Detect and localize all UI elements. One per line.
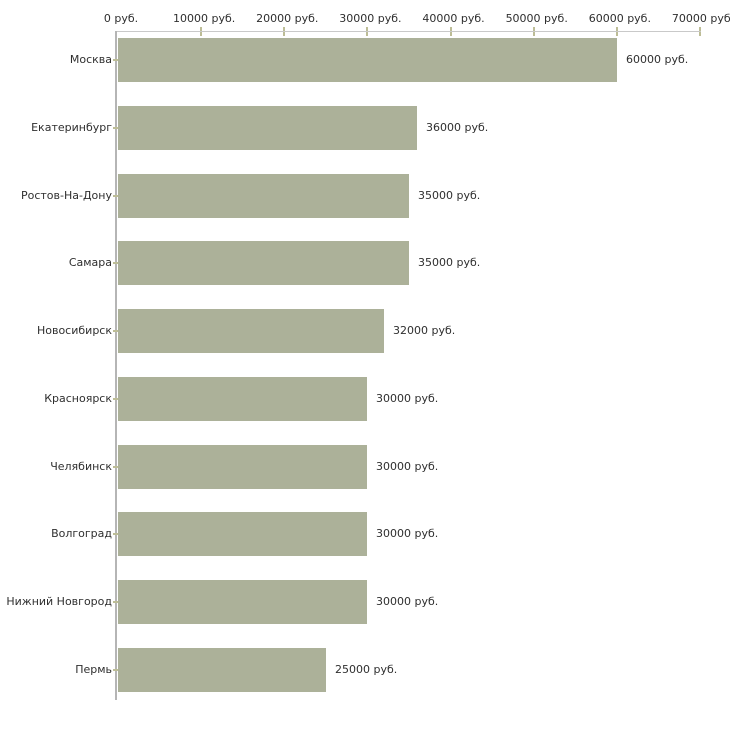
category-tick <box>113 59 118 61</box>
category-label: Москва <box>69 53 112 66</box>
bar <box>118 377 367 421</box>
category-label: Пермь <box>75 663 112 676</box>
category-tick <box>113 669 118 671</box>
value-label: 35000 руб. <box>418 189 481 202</box>
value-label: 25000 руб. <box>335 663 398 676</box>
y-axis-line <box>115 31 117 700</box>
bar <box>118 309 384 353</box>
category-tick <box>113 127 118 129</box>
category-tick <box>113 195 118 197</box>
x-axis-tick-label: 30000 руб. <box>339 12 402 25</box>
category-label: Нижний Новгород <box>6 595 112 608</box>
category-tick <box>113 601 118 603</box>
bar <box>118 648 326 692</box>
x-axis-tick-label: 10000 руб. <box>173 12 236 25</box>
category-label: Самара <box>68 256 112 269</box>
value-label: 30000 руб. <box>376 392 439 405</box>
category-tick <box>113 262 118 264</box>
category-label: Челябинск <box>50 460 112 473</box>
value-label: 32000 руб. <box>393 324 456 337</box>
category-tick <box>113 533 118 535</box>
category-label: Екатеринбург <box>31 121 112 134</box>
x-axis-tick-label: 50000 руб. <box>505 12 568 25</box>
bar <box>118 174 409 218</box>
x-axis-tick-label: 70000 руб. <box>671 12 730 25</box>
value-label: 30000 руб. <box>376 460 439 473</box>
value-label: 30000 руб. <box>376 527 439 540</box>
category-label: Ростов-На-Дону <box>20 189 112 202</box>
category-tick <box>113 330 118 332</box>
x-axis-tick-label: 60000 руб. <box>588 12 651 25</box>
value-label: 35000 руб. <box>418 256 481 269</box>
category-label: Красноярск <box>44 392 112 405</box>
x-axis-line <box>115 31 701 32</box>
x-axis-tick-label: 20000 руб. <box>256 12 319 25</box>
category-label: Волгоград <box>51 527 112 540</box>
bar <box>118 106 417 150</box>
x-axis-tick-label: 40000 руб. <box>422 12 485 25</box>
bar <box>118 38 617 82</box>
bar <box>118 512 367 556</box>
x-axis-tick-label: 0 руб. <box>103 12 139 25</box>
bar <box>118 580 367 624</box>
category-label: Новосибирск <box>36 324 112 337</box>
value-label: 36000 руб. <box>426 121 489 134</box>
bar <box>118 241 409 285</box>
value-label: 30000 руб. <box>376 595 439 608</box>
category-tick <box>113 398 118 400</box>
category-tick <box>113 466 118 468</box>
value-label: 60000 руб. <box>626 53 689 66</box>
bar <box>118 445 367 489</box>
